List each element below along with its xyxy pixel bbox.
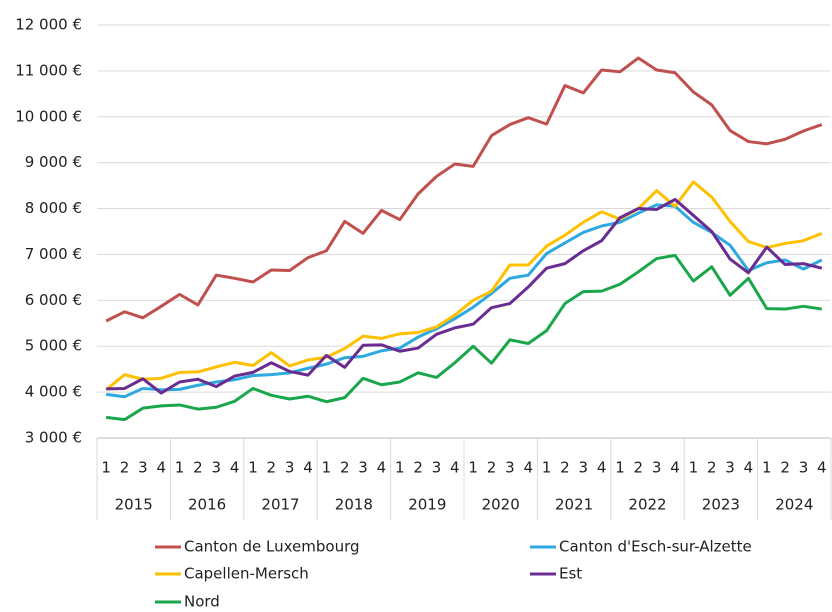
x-tick-label: 1 [542,459,552,477]
year-label: 2018 [335,496,373,514]
x-tick-label: 2 [560,459,570,477]
x-tick-label: 1 [689,459,699,477]
y-tick-label: 8 000 € [25,199,82,217]
x-tick-label: 2 [413,459,423,477]
x-tick-label: 2 [780,459,790,477]
x-tick-label: 3 [652,459,662,477]
x-tick-label: 4 [523,459,533,477]
year-label: 2023 [702,496,740,514]
series-line [105,56,823,323]
y-tick-label: 4 000 € [25,383,82,401]
series-line [106,197,823,395]
x-tick-label: 4 [377,459,387,477]
x-tick-label: 3 [138,459,148,477]
x-tick-label: 1 [248,459,258,477]
x-tick-label: 2 [707,459,717,477]
x-tick-label: 3 [358,459,368,477]
x-tick-label: 1 [468,459,478,477]
x-tick-label: 1 [395,459,405,477]
year-label: 2022 [628,496,666,514]
x-tick-label: 2 [634,459,644,477]
x-tick-label: 3 [725,459,735,477]
legend-label: Canton de Luxembourg [184,538,360,556]
x-tick-label: 3 [579,459,589,477]
legend-label: Est [559,565,582,583]
x-tick-label: 4 [597,459,607,477]
y-tick-label: 7 000 € [25,245,82,263]
y-tick-label: 9 000 € [25,153,82,171]
series-line [105,253,823,422]
legend-label: Nord [184,593,220,611]
x-tick-label: 2 [487,459,497,477]
x-tick-label: 4 [156,459,166,477]
x-tick-label: 3 [505,459,515,477]
x-tick-label: 2 [120,459,130,477]
x-tick-label: 4 [670,459,680,477]
y-tick-label: 6 000 € [25,291,82,309]
x-tick-label: 1 [101,459,111,477]
y-tick-label: 10 000 € [15,107,82,125]
y-tick-label: 11 000 € [15,61,82,79]
y-tick-label: 5 000 € [25,337,82,355]
y-tick-label: 12 000 € [15,16,82,34]
y-tick-label: 3 000 € [25,429,82,447]
series-line [105,180,823,391]
year-label: 2015 [115,496,153,514]
x-tick-label: 4 [303,459,313,477]
x-tick-label: 4 [450,459,460,477]
year-label: 2019 [408,496,446,514]
x-tick-label: 2 [267,459,277,477]
year-label: 2016 [188,496,226,514]
x-tick-label: 1 [762,459,772,477]
year-label: 2024 [775,496,813,514]
year-label: 2017 [261,496,299,514]
legend-label: Capellen-Mersch [184,565,309,583]
x-tick-label: 4 [817,459,827,477]
year-label: 2020 [482,496,520,514]
x-tick-label: 3 [799,459,809,477]
year-label: 2021 [555,496,593,514]
x-tick-label: 4 [230,459,240,477]
x-tick-label: 3 [285,459,295,477]
x-tick-label: 3 [432,459,442,477]
x-tick-label: 1 [175,459,185,477]
x-tick-label: 3 [212,459,222,477]
x-tick-label: 1 [322,459,332,477]
x-tick-label: 4 [744,459,754,477]
x-tick-label: 2 [340,459,350,477]
x-tick-label: 2 [193,459,203,477]
legend-label: Canton d'Esch-sur-Alzette [559,538,752,556]
x-tick-label: 1 [615,459,625,477]
